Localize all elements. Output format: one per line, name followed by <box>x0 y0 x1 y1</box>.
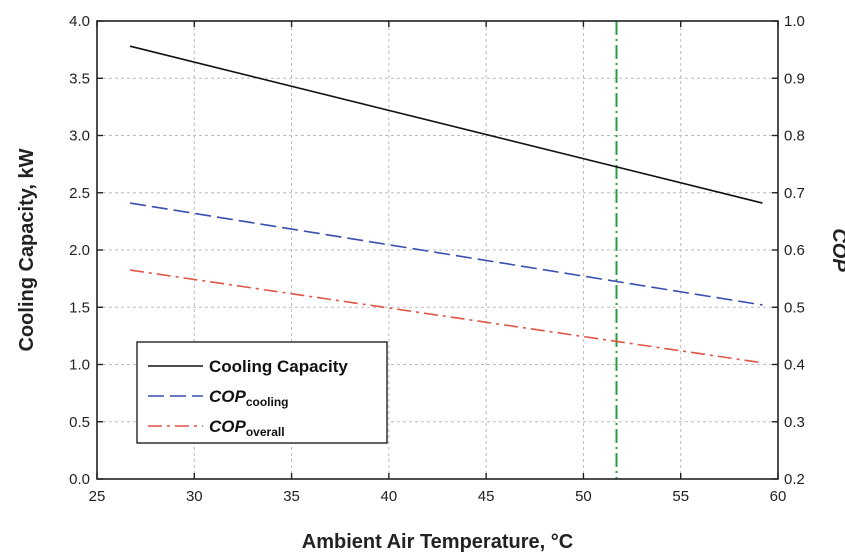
legend-label: COPoverall <box>209 417 285 439</box>
y2-tick-label: 0.8 <box>784 128 805 145</box>
y-tick-label: 4.0 <box>69 13 90 30</box>
y-tick-labels: 0.0 0.5 1.0 1.5 2.0 2.5 3.0 3.5 4.0 <box>69 13 90 488</box>
x-tick-label: 25 <box>89 488 106 505</box>
y2-tick-label: 0.9 <box>784 70 805 87</box>
x-tick-label: 40 <box>381 488 398 505</box>
y2-tick-label: 0.6 <box>784 242 805 259</box>
y2-tick-label: 0.7 <box>784 185 805 202</box>
grid <box>97 21 778 479</box>
y2-tick-label: 0.3 <box>784 414 805 431</box>
y2-tick-labels: 0.2 0.3 0.4 0.5 0.6 0.7 0.8 0.9 1.0 <box>784 13 805 488</box>
x-tick-labels: 25 30 35 40 45 50 55 60 <box>89 488 787 505</box>
x-tick-label: 35 <box>283 488 300 505</box>
y-tick-label: 3.5 <box>69 70 90 87</box>
x-axis-title: Ambient Air Temperature, °C <box>302 531 573 553</box>
y-tick-label: 3.0 <box>69 128 90 145</box>
x-tick-label: 50 <box>575 488 592 505</box>
series-line-cooling-capacity <box>129 45 763 204</box>
y-axis-title: Cooling Capacity, kW <box>16 148 38 351</box>
y2-tick-label: 0.5 <box>784 299 805 316</box>
y2-axis-title: COP <box>828 228 845 272</box>
y-tick-label: 2.5 <box>69 185 90 202</box>
y-tick-label: 1.5 <box>69 299 90 316</box>
y2-tick-label: 1.0 <box>784 13 805 30</box>
series-line-cooling <box>129 202 763 306</box>
legend-label: COPcooling <box>209 387 289 409</box>
y2-tick-label: 0.2 <box>784 471 805 488</box>
x-tick-label: 55 <box>672 488 689 505</box>
y-tick-label: 2.0 <box>69 242 90 259</box>
legend: Cooling Capacity COPcooling COPoverall <box>136 341 388 444</box>
x-tick-label: 30 <box>186 488 203 505</box>
series-lines <box>129 45 763 364</box>
y-tick-label: 0.5 <box>69 414 90 431</box>
legend-label: Cooling Capacity <box>209 357 348 376</box>
x-tick-label: 45 <box>478 488 495 505</box>
y2-tick-label: 0.4 <box>784 357 805 374</box>
y-tick-label: 1.0 <box>69 357 90 374</box>
axis-ticks <box>96 20 779 480</box>
x-tick-label: 60 <box>770 488 787 505</box>
series-line-overall <box>129 269 763 364</box>
y-tick-label: 0.0 <box>69 471 90 488</box>
